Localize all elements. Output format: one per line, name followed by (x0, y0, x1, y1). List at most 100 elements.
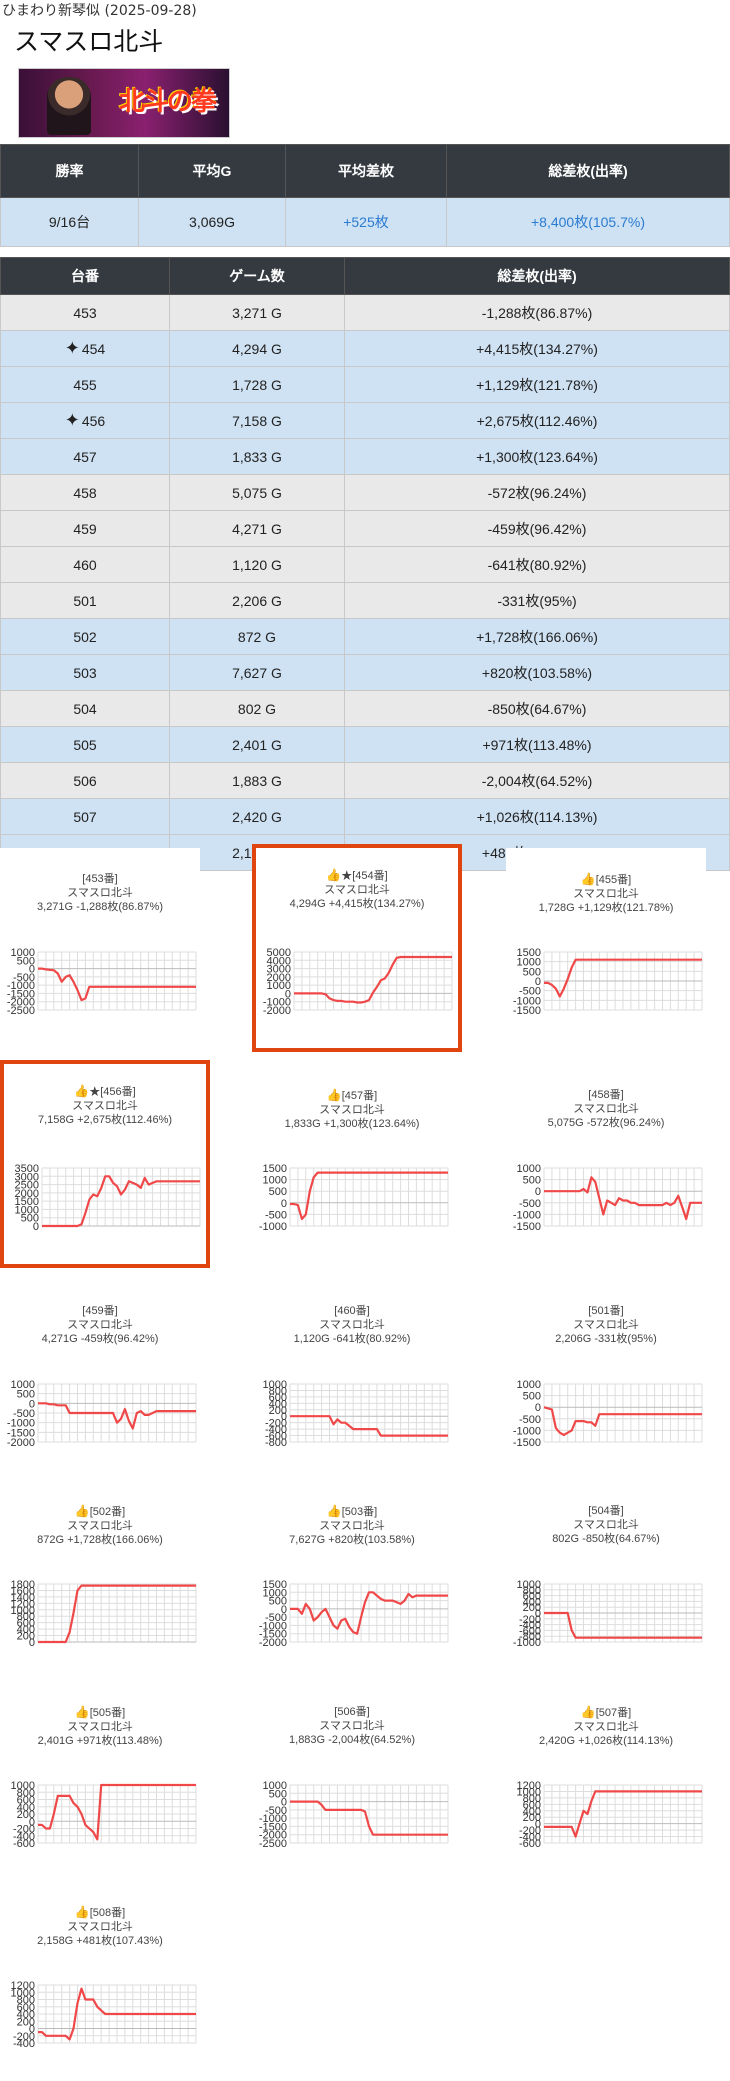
y-tick-label: 3000 (267, 964, 291, 976)
chart-card[interactable]: 👍[505番] スマスロ北斗 2,401G +971枚(113.48%) 1000 80… (0, 1681, 200, 1881)
machine-games-cell: 2,206 G (169, 582, 345, 619)
chart-card[interactable]: [504番] スマスロ北斗 802G -850枚(64.67%) 1000 800 600… (506, 1480, 706, 1680)
machine-number: 456 (81, 413, 106, 429)
y-tick-label: -1000 (259, 1620, 287, 1632)
table-row: 460 1,120 G -641枚(80.92%) (0, 546, 730, 583)
chart-card[interactable]: [459番] スマスロ北斗 4,271G -459枚(96.42%) 1000 500 0… (0, 1280, 200, 1480)
summary-winrate: 9/16台 (0, 197, 139, 247)
chart-subtitle: スマスロ北斗 (324, 884, 390, 896)
chart-caption: 👍[503番] スマスロ北斗 7,627G +820枚(103.58%) (252, 1504, 452, 1547)
page-title: スマスロ北斗 (14, 27, 164, 56)
chart-card[interactable]: 👍★[454番] スマスロ北斗 4,294G +4,415枚(134.27%) 500… (252, 844, 462, 1052)
y-tick-label: 2500 (15, 1180, 39, 1192)
machine-number: 505 (73, 736, 97, 753)
y-tick-label: 1000 (15, 1204, 39, 1216)
y-tick-label: 0 (285, 988, 291, 1000)
chart-card[interactable]: 👍[508番] スマスロ北斗 2,158G +481枚(107.43%) 1200 10… (0, 1881, 200, 2081)
chart-title-line: [460番] (252, 1304, 452, 1318)
machine-diff-cell: +820枚(103.58%) (344, 654, 730, 691)
chart-subtitle: スマスロ北斗 (72, 1100, 138, 1112)
y-tick-label: 400 (17, 2009, 35, 2021)
machine-number: 459 (73, 520, 97, 537)
table-row: 503 7,627 G +820枚(103.58%) (0, 654, 730, 691)
chart-card[interactable]: [453番] スマスロ北斗 3,271G -1,288枚(86.87%) 1000 50… (0, 848, 200, 1048)
y-tick-label: 800 (523, 1585, 541, 1597)
y-tick-label: -2500 (7, 1005, 35, 1017)
chart-card[interactable]: 👍[457番] スマスロ北斗 1,833G +1,300枚(123.64%) 1500… (252, 1064, 452, 1264)
chart-title: [506番] (334, 1706, 370, 1718)
thumbs-up-icon: 👍 (580, 1705, 596, 1719)
y-tick-label: 1200 (517, 1780, 541, 1792)
y-tick-label: 600 (17, 2002, 35, 2014)
chart-subtitle: スマスロ北斗 (573, 1319, 639, 1331)
table-row: 457 1,833 G +1,300枚(123.64%) (0, 438, 730, 475)
chart-card[interactable]: [458番] スマスロ北斗 5,075G -572枚(96.24%) 1000 500 0… (506, 1064, 706, 1264)
y-tick-label: 500 (269, 1788, 287, 1800)
chart-title: [460番] (334, 1305, 370, 1317)
y-tick-label: 0 (281, 1411, 287, 1423)
y-tick-label: 2000 (267, 972, 291, 984)
chart-title: [507番] (595, 1707, 632, 1719)
chart-card[interactable]: 👍[503番] スマスロ北斗 7,627G +820枚(103.58%) 1500 10… (252, 1480, 452, 1680)
machine-number-cell: 504 (0, 690, 170, 727)
machine-games-cell: 7,158 G (169, 402, 345, 439)
chart-title: [505番] (89, 1707, 126, 1719)
y-tick-label: -500 (13, 972, 35, 984)
chart-title-line: 👍[507番] (506, 1705, 706, 1720)
chart-card[interactable]: 👍[507番] スマスロ北斗 2,420G +1,026枚(114.13%) 1200… (506, 1681, 706, 1881)
chart-card[interactable]: 👍[455番] スマスロ北斗 1,728G +1,129枚(121.78%) 1500… (506, 848, 706, 1048)
summary-header-total-diff: 総差枚(出率) (446, 144, 730, 198)
machine-diff-cell: +4,415枚(134.27%) (344, 330, 730, 367)
y-tick-label: -600 (13, 1838, 35, 1850)
chart-info: 4,271G -459枚(96.42%) (41, 1333, 159, 1345)
y-tick-label: 0 (535, 1402, 541, 1414)
y-tick-label: -2000 (259, 1637, 287, 1649)
machine-diff-cell: +1,728枚(166.06%) (344, 618, 730, 655)
chart-subtitle: スマスロ北斗 (319, 1104, 385, 1116)
machine-number-cell: 503 (0, 654, 170, 691)
chart-subtitle: スマスロ北斗 (319, 1520, 385, 1532)
y-tick-label: -400 (265, 1424, 287, 1436)
machine-number-cell: 459 (0, 510, 170, 547)
machine-diff-cell: +1,129枚(121.78%) (344, 366, 730, 403)
y-tick-label: -1000 (513, 995, 541, 1007)
machine-number-cell: 460 (0, 546, 170, 583)
chart-card[interactable]: 👍[502番] スマスロ北斗 872G +1,728枚(166.06%) 1800 16… (0, 1480, 200, 1680)
machine-number: 458 (73, 484, 97, 501)
chart-title: [457番] (341, 1090, 378, 1102)
chart-card[interactable]: [506番] スマスロ北斗 1,883G -2,004枚(64.52%) 1000 50… (252, 1681, 452, 1881)
chart-title-line: 👍[503番] (252, 1504, 452, 1519)
y-tick-label: -1500 (7, 1427, 35, 1439)
y-tick-label: 1000 (263, 1175, 287, 1187)
store-date-header: ひまわり新琴似 (2025-09-28) (2, 3, 197, 19)
chart-caption: 👍[508番] スマスロ北斗 2,158G +481枚(107.43%) (0, 1905, 200, 1948)
machine-header-games: ゲーム数 (169, 257, 345, 295)
y-tick-label: 0 (33, 1221, 39, 1233)
series-line (543, 1406, 702, 1437)
series-line (38, 1402, 196, 1430)
chart-caption: 👍[507番] スマスロ北斗 2,420G +1,026枚(114.13%) (506, 1705, 706, 1748)
machine-games-cell: 4,294 G (169, 330, 345, 367)
machine-games-cell: 1,883 G (169, 762, 345, 799)
table-row: 502 872 G +1,728枚(166.06%) (0, 618, 730, 655)
chart-card[interactable]: [460番] スマスロ北斗 1,120G -641枚(80.92%) 1000 800 6… (252, 1280, 452, 1480)
chart-caption: [506番] スマスロ北斗 1,883G -2,004枚(64.52%) (252, 1705, 452, 1747)
chart-card[interactable]: 👍★[456番] スマスロ北斗 7,158G +2,675枚(112.46%) 350… (0, 1060, 210, 1268)
y-tick-label: -1000 (259, 1813, 287, 1825)
y-tick-label: 1000 (517, 1163, 541, 1175)
table-row: 453 3,271 G -1,288枚(86.87%) (0, 294, 730, 331)
chart-caption: 👍★[456番] スマスロ北斗 7,158G +2,675枚(112.46%) (4, 1084, 206, 1127)
chart-title-line: 👍[505番] (0, 1705, 200, 1720)
machine-header-diff: 総差枚(出率) (344, 257, 730, 295)
machine-games-cell: 2,401 G (169, 726, 345, 763)
y-tick-label: -500 (519, 986, 541, 998)
y-tick-label: 500 (523, 1175, 541, 1187)
y-tick-label: 600 (269, 1392, 287, 1404)
chart-card[interactable]: [501番] スマスロ北斗 2,206G -331枚(95%) 1000 500 0 -50… (506, 1280, 706, 1480)
chart-title-line: 👍[457番] (252, 1088, 452, 1103)
machine-diff-cell: -331枚(95%) (344, 582, 730, 619)
